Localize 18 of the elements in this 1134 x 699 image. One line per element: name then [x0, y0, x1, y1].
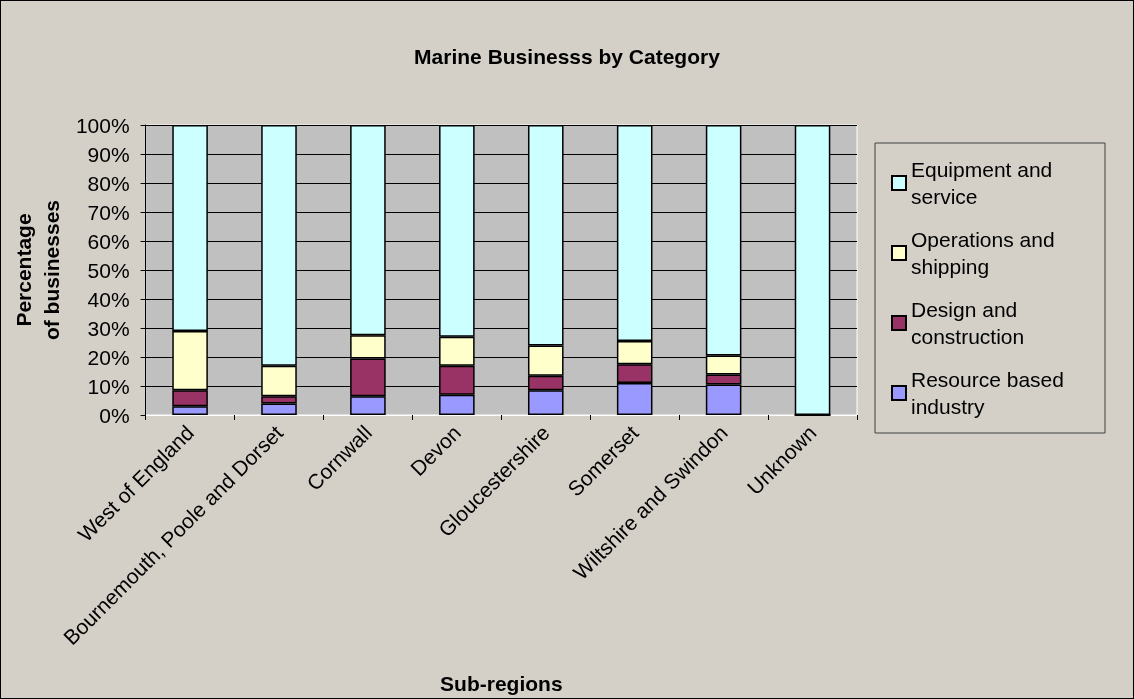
chart-title: Marine Businesss by Category: [414, 45, 721, 68]
x-axis-title: Sub-regions: [440, 672, 563, 695]
y-tick-label: 60%: [87, 229, 130, 253]
y-axis-title: Percentage of businesses: [11, 199, 63, 341]
y-tick-label: 70%: [87, 200, 130, 224]
y-tick-label: 10%: [87, 374, 130, 398]
y-tick-label: 20%: [87, 345, 130, 369]
y-tick-label: 90%: [87, 142, 130, 166]
legend-label: Equipment and service: [911, 158, 1059, 208]
legend-label: Operations and shipping: [911, 228, 1061, 278]
y-tick-label: 80%: [87, 171, 130, 195]
legend-label: Resource based industry: [911, 368, 1070, 418]
y-tick-label: 40%: [87, 287, 130, 311]
legend-label: Design and construction: [911, 298, 1025, 348]
y-tick-label: 30%: [87, 316, 130, 340]
y-tick-label: 100%: [75, 113, 130, 137]
y-tick-label: 50%: [87, 258, 130, 282]
y-tick-label: 0%: [99, 403, 130, 427]
